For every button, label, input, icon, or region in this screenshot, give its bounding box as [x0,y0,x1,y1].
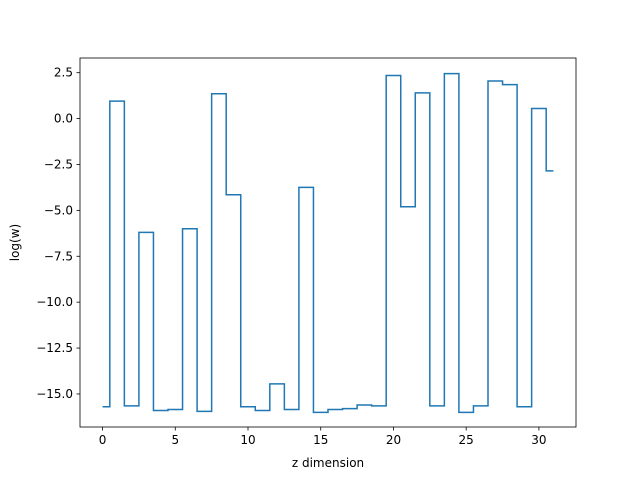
x-tick-label: 10 [240,433,255,447]
y-tick-label: −15.0 [36,387,73,401]
x-tick-label: 20 [386,433,401,447]
y-axis-label: log(w) [8,224,22,261]
x-axis-label: z dimension [292,456,364,470]
y-axis-ticks: 2.5 0.0 −2.5 −5.0 −7.5 −10.0 −12.5 −15.0 [36,66,80,401]
x-tick-label: 0 [99,433,107,447]
plot-area [102,72,554,414]
x-tick-label: 15 [313,433,328,447]
x-axis-ticks: 0 5 10 15 20 25 30 [99,427,547,447]
y-tick-label: −7.5 [44,249,73,263]
x-tick-label: 5 [171,433,179,447]
y-tick-label: −5.0 [44,203,73,217]
y-tick-label: −2.5 [44,157,73,171]
axes-frame [79,57,577,428]
x-tick-label: 30 [531,433,546,447]
y-tick-label: 2.5 [54,66,73,80]
series-line [102,72,554,414]
y-tick-label: −10.0 [36,295,73,309]
x-tick-label: 25 [459,433,474,447]
y-tick-label: −12.5 [36,341,73,355]
y-tick-label: 0.0 [54,112,73,126]
